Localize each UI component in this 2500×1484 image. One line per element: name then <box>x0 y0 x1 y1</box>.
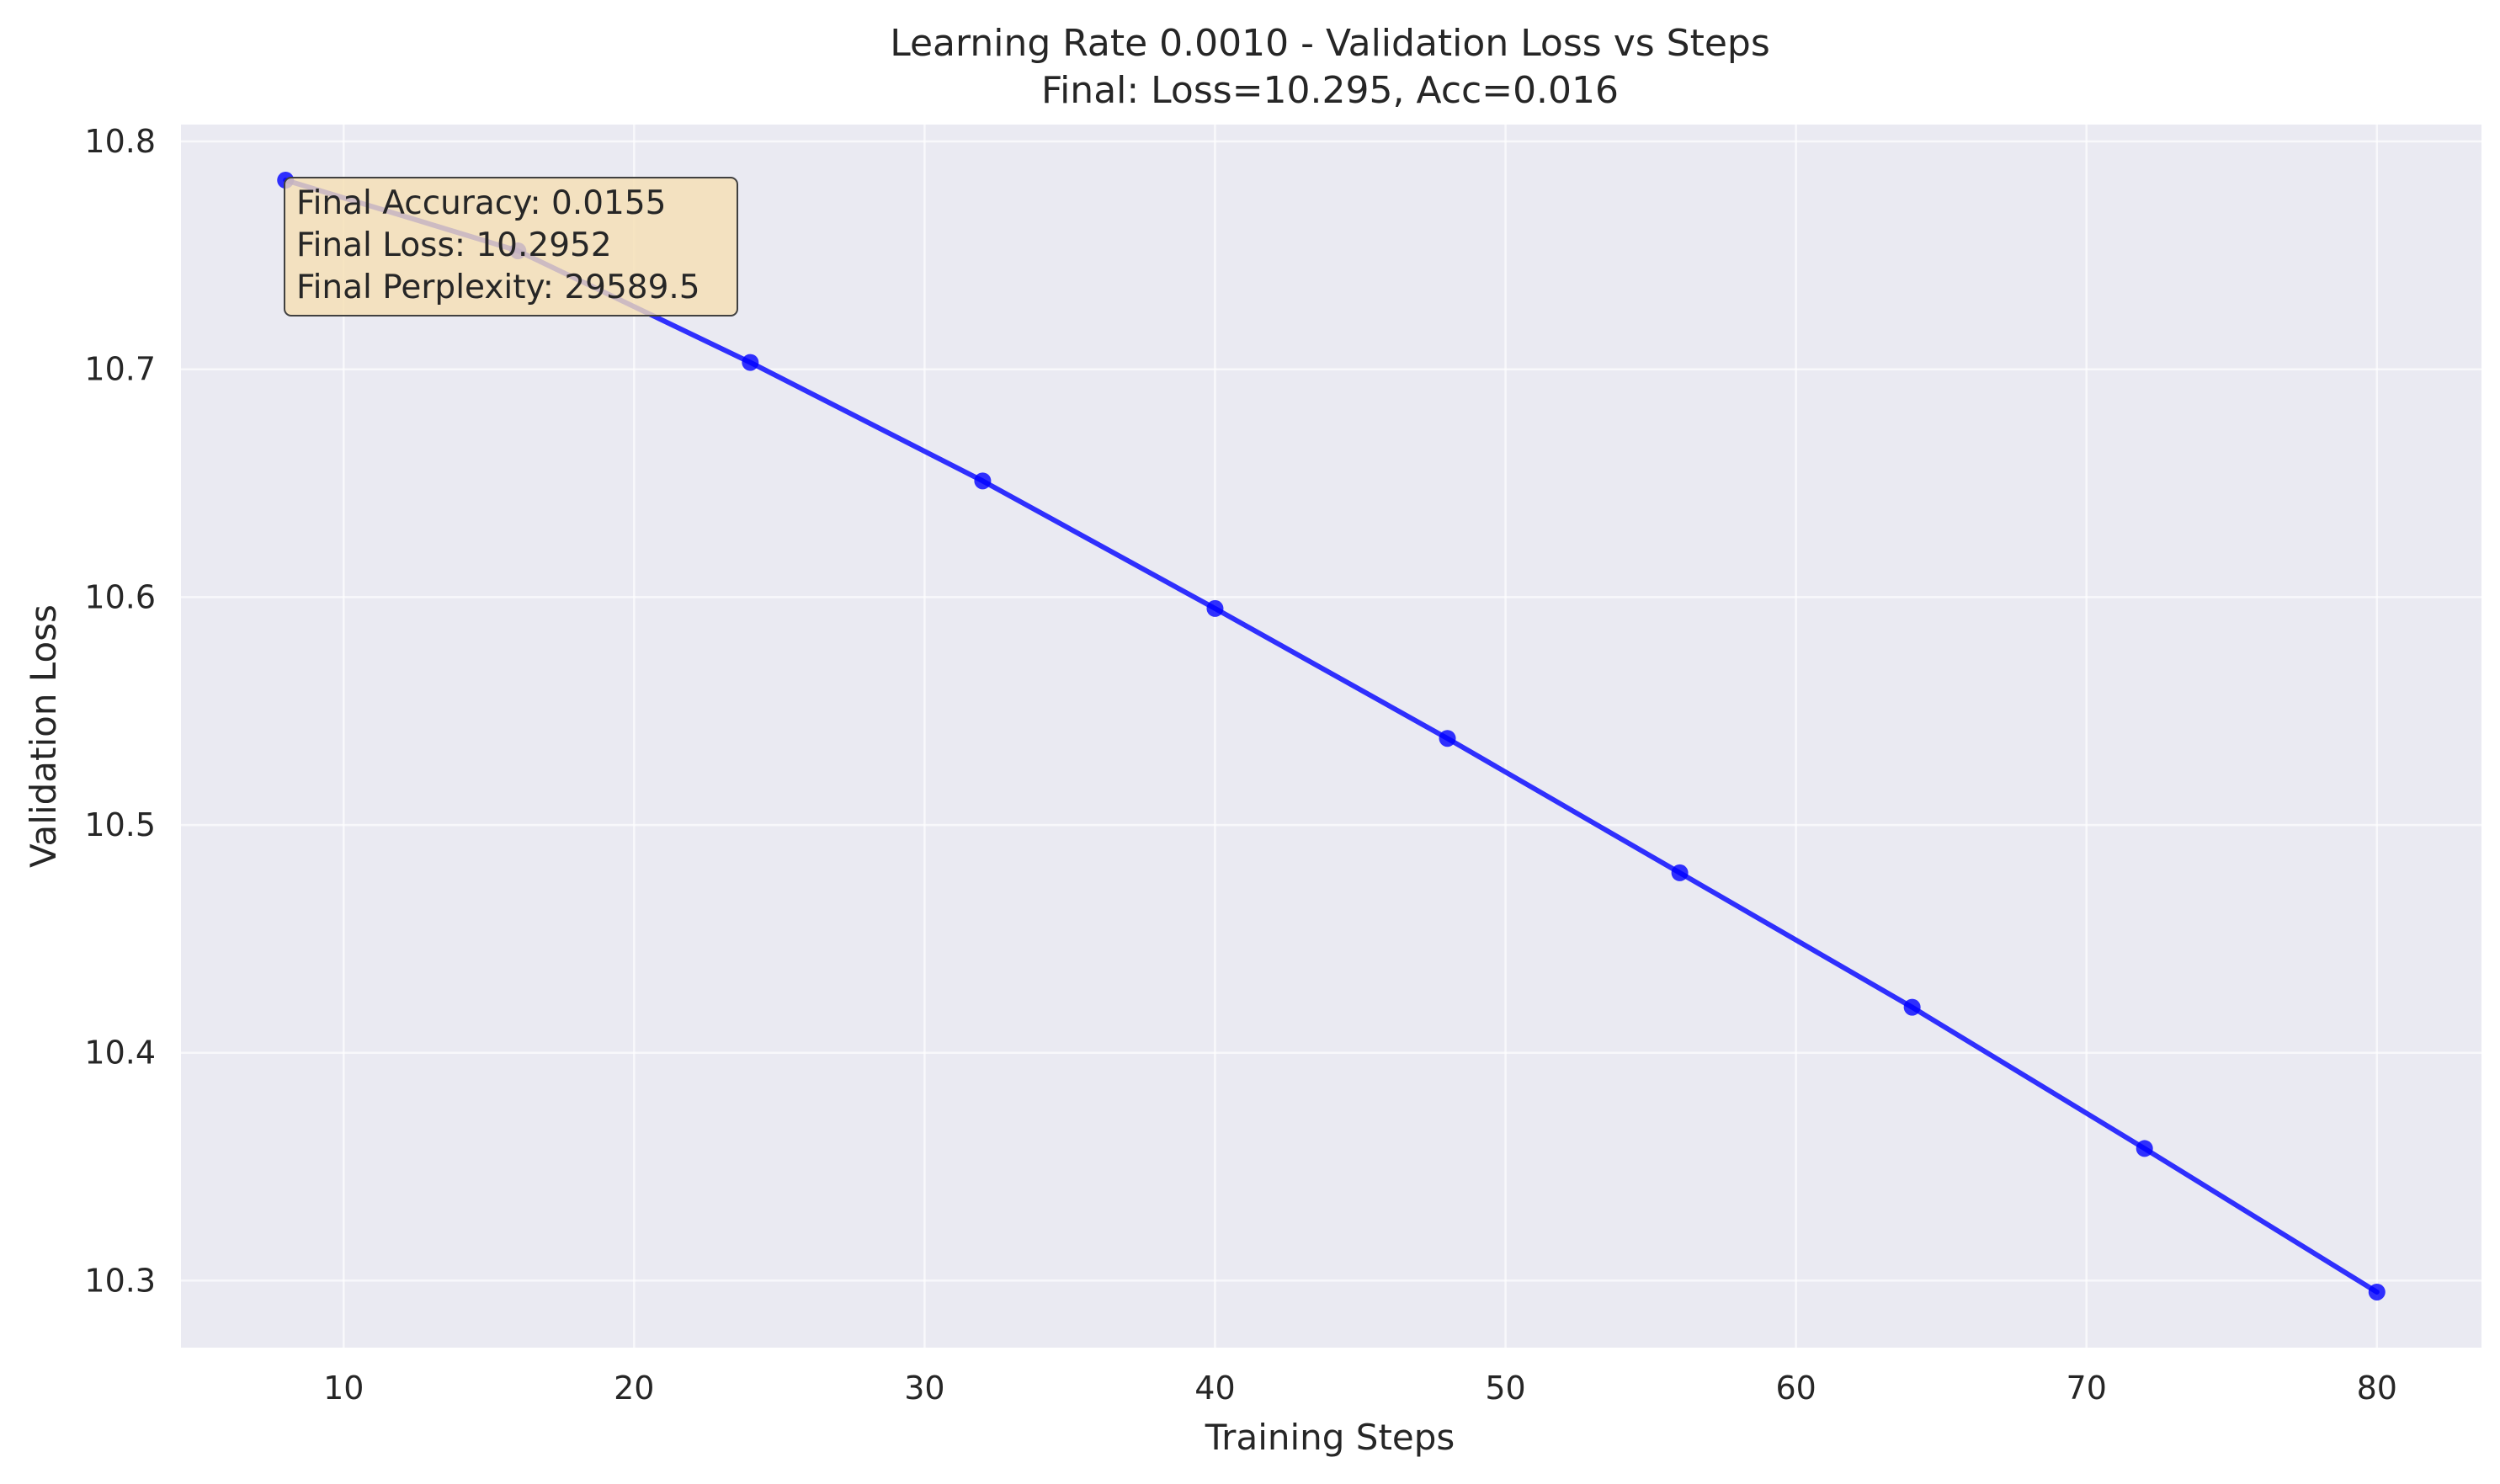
x-tick-label: 10 <box>323 1370 364 1407</box>
annotation-box <box>284 177 738 316</box>
y-tick-label: 10.6 <box>84 578 156 615</box>
x-tick-label: 30 <box>904 1370 944 1407</box>
data-point <box>1671 864 1689 881</box>
y-axis-label: Validation Loss <box>23 604 64 868</box>
plot-area <box>181 125 2481 1348</box>
x-tick-label: 40 <box>1194 1370 1235 1407</box>
y-gridlines <box>181 140 2481 1282</box>
chart-subtitle: Final: Loss=10.295, Acc=0.016 <box>1041 69 1619 112</box>
data-point <box>1206 599 1224 617</box>
x-tick-label: 50 <box>1485 1370 1525 1407</box>
y-tick-label: 10.5 <box>84 806 156 843</box>
y-tick-label: 10.7 <box>84 351 156 388</box>
data-point <box>2136 1140 2153 1157</box>
x-tick-label: 20 <box>614 1370 654 1407</box>
x-tick-label: 70 <box>2066 1370 2107 1407</box>
data-point <box>742 354 759 371</box>
x-axis-label: Training Steps <box>1205 1417 1455 1458</box>
data-point <box>1903 998 1921 1016</box>
y-tick-labels: 10.3 10.4 10.5 10.6 10.7 10.8 <box>84 123 156 1299</box>
x-gridlines <box>342 125 2379 1348</box>
x-tick-labels: 10 20 30 40 50 60 70 80 <box>323 1370 2397 1407</box>
x-tick-label: 80 <box>2357 1370 2397 1407</box>
y-tick-label: 10.3 <box>84 1262 156 1299</box>
x-tick-label: 60 <box>1775 1370 1816 1407</box>
data-point <box>2368 1283 2386 1300</box>
data-point <box>1439 730 1456 747</box>
annotation-line-accuracy: Final Accuracy: 0.0155 <box>296 184 667 222</box>
y-tick-label: 10.4 <box>84 1035 156 1072</box>
final-metrics-annotation: Final Accuracy: 0.0155 Final Loss: 10.29… <box>284 177 738 316</box>
data-point <box>974 472 992 490</box>
chart-title: Learning Rate 0.0010 - Validation Loss v… <box>890 22 1770 65</box>
y-tick-label: 10.8 <box>84 123 156 160</box>
annotation-line-loss: Final Loss: 10.2952 <box>296 226 612 264</box>
annotation-line-perplexity: Final Perplexity: 29589.5 <box>296 269 700 306</box>
